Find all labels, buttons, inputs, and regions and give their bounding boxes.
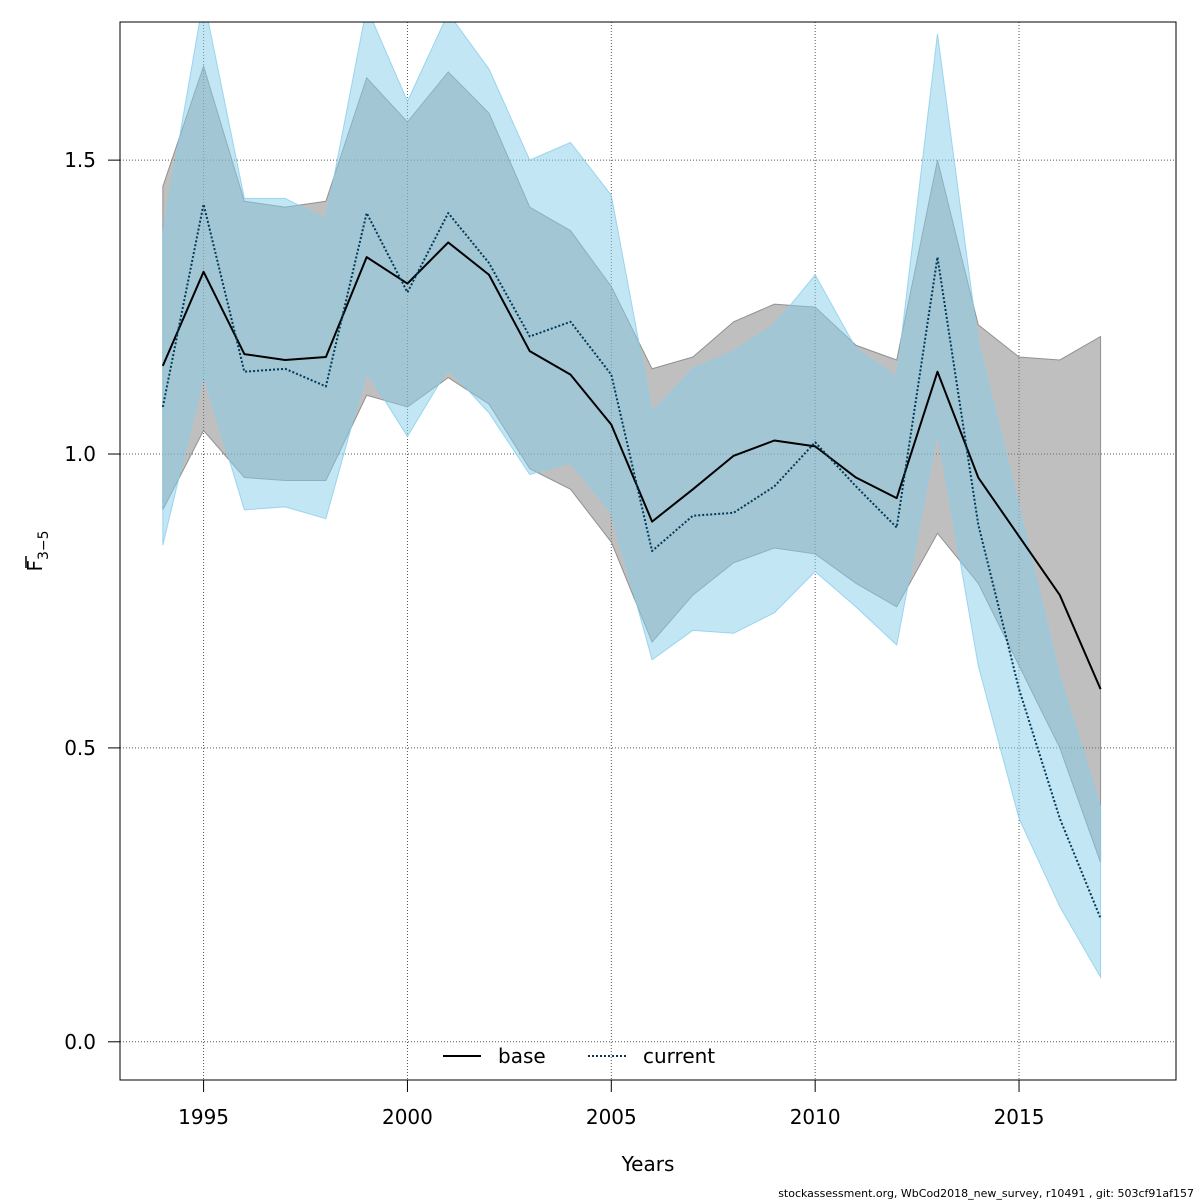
y-tick-label: 1.5 — [64, 148, 96, 172]
svg-text:F3−5: F3−5 — [23, 530, 52, 571]
y-axis-title-main: F — [23, 560, 47, 572]
y-axis-title-sub: 3−5 — [36, 530, 52, 560]
x-tick-label: 1995 — [178, 1105, 229, 1129]
y-tick-label: 0.0 — [64, 1030, 96, 1054]
footer-text: stockassessment.org, WbCod2018_new_surve… — [778, 1187, 1194, 1200]
y-axis-title: F3−5 — [23, 530, 52, 571]
x-axis-title: Years — [621, 1152, 675, 1176]
x-tick-label: 2015 — [994, 1105, 1045, 1129]
band-current — [162, 22, 1102, 980]
x-tick-label: 2010 — [790, 1105, 841, 1129]
series-lines — [161, 203, 1102, 919]
legend-label-current: current — [643, 1044, 715, 1068]
x-axis: 1995 2000 2005 2010 2015 — [178, 1080, 1044, 1129]
x-tick-label: 2000 — [382, 1105, 433, 1129]
y-tick-label: 0.5 — [64, 736, 96, 760]
x-tick-label: 2005 — [586, 1105, 637, 1129]
line-current — [161, 203, 1102, 919]
legend-label-base: base — [498, 1044, 546, 1068]
line-base — [161, 241, 1102, 690]
y-axis: 0.0 0.5 1.0 1.5 — [64, 148, 120, 1054]
confidence-bands — [162, 22, 1102, 980]
legend: base current — [443, 1044, 715, 1068]
y-tick-label: 1.0 — [64, 442, 96, 466]
plot-frame — [119, 21, 1177, 1081]
